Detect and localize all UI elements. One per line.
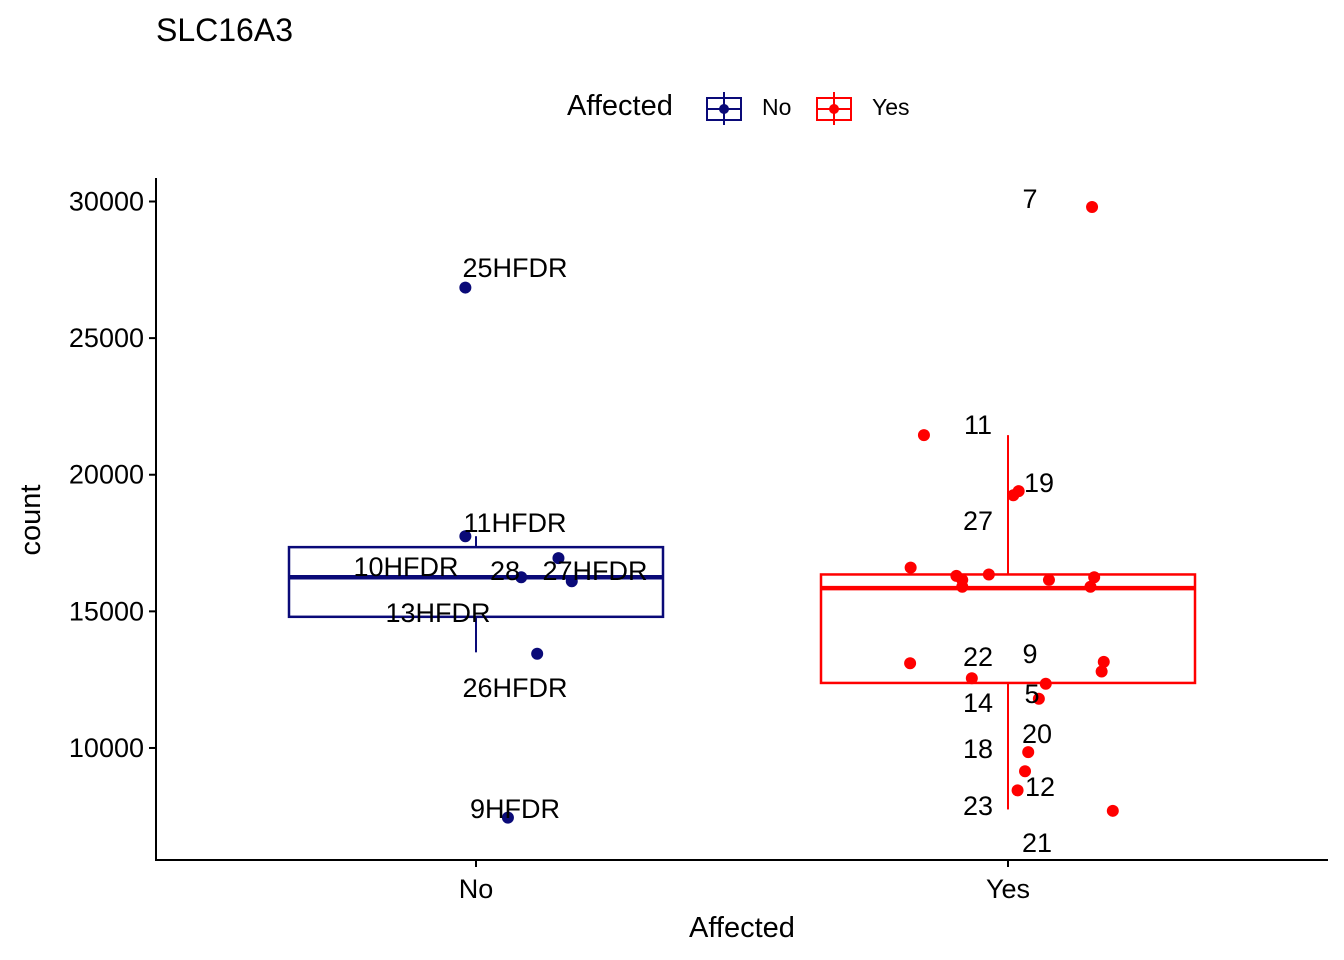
data-point xyxy=(1042,573,1055,586)
legend: Affected No Yes xyxy=(0,86,1344,130)
data-point xyxy=(501,811,514,824)
y-tick-label: 10000 xyxy=(69,733,144,763)
point-label: 27 xyxy=(963,506,993,536)
legend-key-no xyxy=(706,92,742,125)
point-label: 22 xyxy=(963,642,993,672)
point-label: 14 xyxy=(963,688,993,718)
data-point xyxy=(531,647,544,660)
legend-key-yes xyxy=(816,92,852,125)
data-point xyxy=(1032,692,1045,705)
data-point xyxy=(1088,571,1101,584)
data-point xyxy=(1022,746,1035,759)
y-tick-label: 30000 xyxy=(69,186,144,216)
y-tick-label: 15000 xyxy=(69,596,144,626)
box-yes xyxy=(819,573,1197,685)
point-label: 28 xyxy=(490,556,520,586)
point-label: 13HFDR xyxy=(385,598,490,628)
data-point xyxy=(1086,200,1099,213)
point-label: 11HFDR xyxy=(463,508,566,538)
point-label: 19 xyxy=(1024,468,1054,498)
point-label: 25HFDR xyxy=(462,253,567,283)
data-point xyxy=(1095,665,1108,678)
data-point xyxy=(950,569,963,582)
data-point xyxy=(1019,765,1032,778)
data-point xyxy=(904,561,917,574)
data-point xyxy=(1084,580,1097,593)
data-point xyxy=(965,672,978,685)
point-label: 9 xyxy=(1022,639,1037,669)
data-point xyxy=(1097,655,1110,668)
boxes xyxy=(287,435,1197,810)
data-point xyxy=(1106,804,1119,817)
chart-title: SLC16A3 xyxy=(156,12,293,48)
data-point xyxy=(917,429,930,442)
point-label: 5 xyxy=(1024,679,1039,709)
data-point xyxy=(552,552,565,565)
data-point xyxy=(1012,485,1025,498)
legend-label-no: No xyxy=(762,94,792,120)
x-tick-label: No xyxy=(459,874,494,904)
y-tick-label: 20000 xyxy=(69,460,144,490)
point-label: 18 xyxy=(963,734,993,764)
legend-title: Affected xyxy=(567,90,673,122)
data-point xyxy=(1007,489,1020,502)
data-point xyxy=(1011,784,1024,797)
point-label: 26HFDR xyxy=(462,673,567,703)
data-point xyxy=(515,571,528,584)
point-label: 21 xyxy=(1022,828,1052,858)
data-point xyxy=(956,580,969,593)
data-point xyxy=(956,573,969,586)
y-axis-title: count xyxy=(15,485,47,556)
point-label: 27HFDR xyxy=(542,556,647,586)
point-label: 7 xyxy=(1022,184,1037,214)
legend-label-yes: Yes xyxy=(872,94,910,120)
data-point xyxy=(904,657,917,670)
axes: 10000 15000 20000 25000 30000 No Yes xyxy=(69,178,1328,904)
points xyxy=(459,200,1119,824)
x-axis-title: Affected xyxy=(689,912,795,944)
box-no xyxy=(287,545,665,619)
point-label: 11 xyxy=(964,410,992,440)
data-point xyxy=(1039,677,1052,690)
point-label: 23 xyxy=(963,791,993,821)
data-point xyxy=(459,281,472,294)
point-label: 10HFDR xyxy=(353,552,458,582)
data-point xyxy=(459,530,472,543)
x-tick-label: Yes xyxy=(986,874,1030,904)
point-label: 20 xyxy=(1022,719,1052,749)
point-label: 12 xyxy=(1025,772,1055,802)
point-label: 9HFDR xyxy=(470,794,560,824)
data-point xyxy=(982,568,995,581)
y-tick-label: 25000 xyxy=(69,323,144,353)
data-point xyxy=(565,575,578,588)
